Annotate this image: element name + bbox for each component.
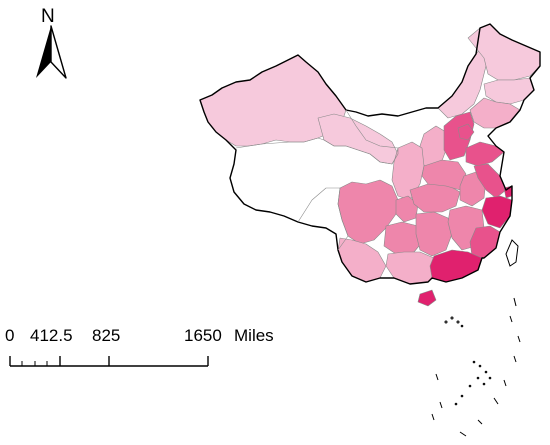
maritime-islands: [431, 297, 521, 437]
country-outline: [199, 23, 541, 285]
province-hainan: [417, 289, 437, 307]
province-fujian: [469, 225, 501, 259]
scale-tick-label-0: 0: [5, 326, 15, 345]
scale-tick-label-3: 1650: [184, 326, 222, 345]
province-guangdong: [429, 249, 483, 283]
north-arrow-icon: [36, 25, 67, 79]
north-arrow-label: N: [41, 6, 55, 27]
province-yunnan: [337, 237, 387, 283]
province-shandong: [465, 141, 505, 167]
scale-bar: [9, 356, 209, 367]
province-gansu: [317, 113, 399, 165]
scale-unit-label: Miles: [234, 326, 274, 345]
province-beijing-tianjin: [457, 123, 475, 141]
province-zhejiang: [481, 195, 513, 229]
scale-tick-label-2: 825: [92, 326, 121, 345]
scale-tick-label-1: 412.5: [30, 326, 73, 345]
province-jilin: [483, 77, 535, 105]
province-hunan: [415, 211, 453, 257]
taiwan-island: [505, 239, 519, 267]
province-fills: [199, 23, 541, 307]
province-jiangsu: [473, 163, 507, 199]
